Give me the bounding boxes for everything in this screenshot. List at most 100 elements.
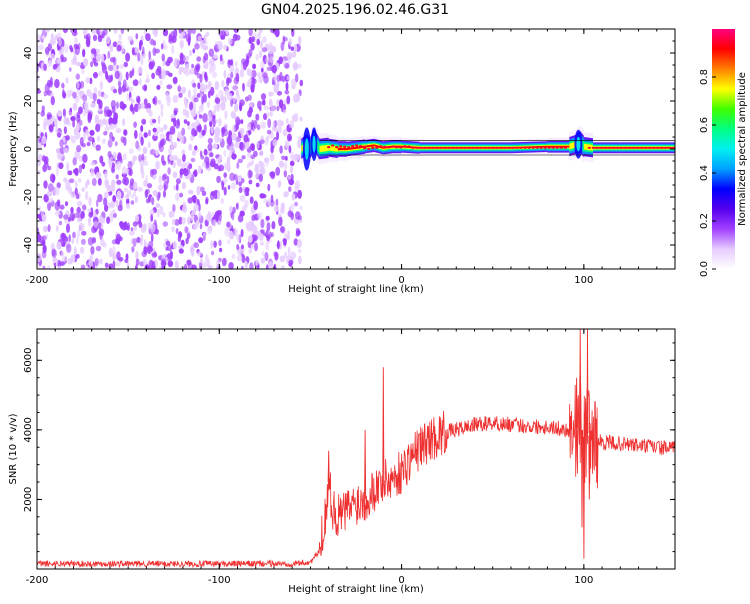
noise-speckle xyxy=(295,232,300,237)
noise-speckle xyxy=(203,52,209,62)
noise-speckle xyxy=(98,228,105,237)
noise-speckle xyxy=(71,238,75,244)
noise-speckle xyxy=(145,78,150,84)
noise-speckle xyxy=(233,102,239,112)
noise-speckle xyxy=(123,61,129,68)
noise-speckle xyxy=(42,225,49,233)
colorbar-ticks: 0.0 0.2 0.4 0.6 0.8 xyxy=(699,69,716,277)
noise-speckle xyxy=(118,64,125,69)
noise-speckle xyxy=(276,98,280,106)
noise-speckle xyxy=(107,50,111,59)
noise-speckle xyxy=(196,219,200,226)
ridge-peak xyxy=(451,146,455,149)
noise-speckle xyxy=(252,63,257,70)
noise-speckle xyxy=(193,97,199,103)
noise-speckle xyxy=(179,52,184,61)
noise-speckle xyxy=(175,57,180,67)
noise-speckle xyxy=(73,168,79,174)
noise-speckle xyxy=(213,54,218,59)
noise-speckle xyxy=(81,69,85,75)
ridge-segment xyxy=(365,144,375,148)
noise-speckle xyxy=(232,84,238,92)
noise-speckle xyxy=(98,119,102,127)
noise-speckle xyxy=(171,117,175,123)
noise-speckle xyxy=(168,134,173,141)
noise-speckle xyxy=(39,239,46,245)
noise-speckle xyxy=(256,230,262,239)
noise-speckle xyxy=(116,40,123,46)
noise-speckle xyxy=(108,44,114,49)
ridge-peak xyxy=(343,145,347,148)
noise-speckle xyxy=(115,174,119,180)
noise-speckle xyxy=(62,108,66,117)
noise-speckle xyxy=(294,180,300,190)
noise-speckle xyxy=(260,121,267,129)
noise-speckle xyxy=(262,36,267,44)
noise-speckle xyxy=(255,182,260,188)
noise-speckle xyxy=(131,68,135,76)
noise-speckle xyxy=(101,64,107,74)
noise-speckle xyxy=(284,139,290,149)
noise-speckle xyxy=(176,158,180,165)
noise-speckle xyxy=(202,39,208,46)
noise-speckle xyxy=(228,145,234,153)
snr-spike xyxy=(579,329,582,423)
noise-speckle xyxy=(210,126,214,134)
noise-speckle xyxy=(155,161,159,170)
noise-speckle xyxy=(263,157,270,163)
noise-speckle xyxy=(102,94,109,99)
noise-speckle xyxy=(179,39,184,49)
noise-speckle xyxy=(192,82,197,88)
noise-speckle xyxy=(85,129,89,136)
noise-speckle xyxy=(159,80,163,86)
noise-speckle xyxy=(49,76,53,86)
noise-speckle xyxy=(41,34,45,40)
noise-speckle xyxy=(181,162,188,168)
snr-ytick-label: 6000 xyxy=(23,348,34,373)
noise-speckle xyxy=(91,29,97,35)
noise-speckle xyxy=(288,186,292,193)
noise-speckle xyxy=(112,195,117,203)
snr-xtick-label: -200 xyxy=(26,575,49,586)
noise-speckle xyxy=(207,143,213,152)
noise-speckle xyxy=(76,144,82,153)
noise-speckle xyxy=(210,191,216,196)
ridge-peak xyxy=(367,147,371,150)
noise-speckle xyxy=(187,125,192,130)
ridge-peak xyxy=(527,146,531,149)
noise-speckle xyxy=(223,149,227,157)
noise-speckle xyxy=(104,262,109,268)
noise-speckle xyxy=(151,168,158,175)
noise-speckle xyxy=(95,245,102,252)
noise-speckle xyxy=(297,248,302,254)
noise-speckle xyxy=(258,160,263,167)
noise-speckle xyxy=(137,103,141,112)
noise-speckle xyxy=(241,244,244,250)
noise-speckle xyxy=(180,86,187,94)
noise-speckle xyxy=(258,173,263,182)
noise-speckle xyxy=(227,37,233,45)
noise-speckle xyxy=(119,221,124,228)
noise-speckle xyxy=(282,109,287,115)
noise-speckle xyxy=(218,89,224,97)
noise-speckle xyxy=(83,58,89,67)
noise-speckle xyxy=(148,259,154,269)
ridge-segment xyxy=(337,147,347,151)
noise-speckle xyxy=(117,152,122,161)
noise-speckle xyxy=(288,136,292,141)
noise-speckle xyxy=(276,119,283,127)
noise-speckle xyxy=(297,215,303,221)
noise-speckle xyxy=(183,119,188,124)
noise-speckle xyxy=(236,162,240,169)
noise-speckle xyxy=(134,215,140,222)
noise-speckle xyxy=(63,148,69,153)
noise-speckle xyxy=(188,163,193,170)
noise-speckle xyxy=(135,250,139,260)
ridge-peak xyxy=(359,145,363,148)
noise-speckle xyxy=(73,246,77,256)
noise-speckle xyxy=(209,152,214,158)
noise-speckle xyxy=(82,94,88,102)
noise-speckle xyxy=(106,216,111,224)
noise-speckle xyxy=(104,204,109,212)
noise-speckle xyxy=(236,254,243,262)
